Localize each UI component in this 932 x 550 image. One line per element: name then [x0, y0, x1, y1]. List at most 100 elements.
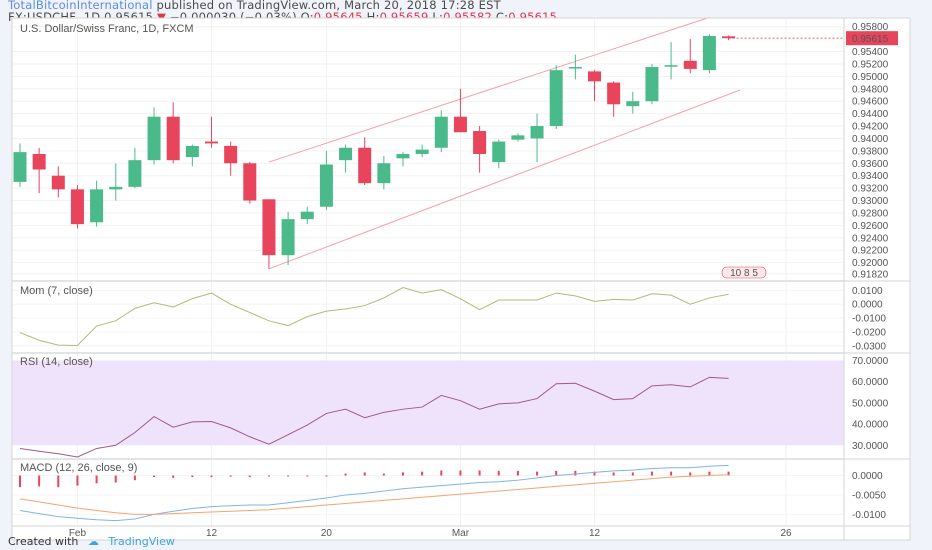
price-tick-label: 0.95000: [852, 72, 889, 83]
macd-hist-bar: [38, 475, 41, 487]
momentum-pane: Mom (7, close): [19, 285, 729, 346]
last-price-label: 0.95615: [852, 34, 889, 45]
macd-hist-bar: [593, 471, 596, 476]
price-tick-label: 0.94600: [852, 97, 889, 108]
price-tick-label: 0.94200: [852, 122, 889, 133]
rsi-band: [12, 360, 844, 446]
rsi-tick-label: 30.0000: [852, 441, 889, 452]
price-pane-title: U.S. Dollar/Swiss Franc, 1D, FXCM: [20, 23, 194, 35]
candle-body: [70, 189, 84, 225]
rsi-pane-title: RSI (14, close): [20, 356, 93, 368]
macd-hist-bar: [287, 475, 290, 477]
macd-hist-bar: [76, 475, 79, 486]
last-price-badge: [846, 31, 898, 46]
mom-pane-bg: [12, 282, 844, 352]
channel-upper-line: [268, 16, 710, 163]
candle-body: [415, 149, 429, 154]
mom-tick-label: -0.0200: [852, 327, 886, 338]
macd-hist-bar: [153, 475, 156, 478]
rsi-tick-label: 50.0000: [852, 398, 889, 409]
macd-hist-bar: [670, 471, 673, 476]
publish-line: TotalBitcoinInternational published on T…: [8, 0, 501, 12]
candle-body: [358, 147, 372, 184]
macd-hist-bar: [229, 475, 232, 477]
macd-hist-bar: [306, 475, 309, 477]
macd-hist-bar: [689, 472, 692, 476]
candle-body: [109, 186, 123, 190]
macd-hist-bar: [248, 475, 251, 478]
macd-tick-label: -0.0050: [852, 490, 886, 501]
macd-hist-bar: [402, 472, 404, 476]
mom-tick-label: -0.0100: [852, 314, 886, 325]
candle-body: [492, 141, 506, 163]
candle-body: [319, 164, 333, 207]
price-tick-label: 0.92600: [852, 221, 889, 232]
footer: Created with ☁ TradingView: [8, 535, 175, 548]
macd-hist-bar: [95, 475, 98, 484]
price-tick-label: 0.95800: [852, 22, 889, 33]
macd-tick-label: -0.0100: [852, 510, 886, 521]
mom-tick-label: -0.0300: [852, 341, 886, 352]
candle-body: [645, 67, 659, 102]
price-tick-label: 0.93600: [852, 159, 889, 170]
macd-hist-bar: [478, 470, 481, 476]
candle-body: [511, 135, 525, 140]
mom-tick-label: 0.0100: [852, 286, 883, 297]
macd-hist-bar: [497, 470, 500, 476]
macd-tick-label: 0.0000: [852, 471, 883, 482]
macd-hist-bar: [133, 475, 136, 481]
candle-body: [607, 82, 621, 105]
price-tick-label: 0.95200: [852, 59, 889, 70]
price-tick-label: 0.91820: [852, 269, 889, 280]
macd-hist-bar: [650, 471, 653, 476]
price-tick-label: 0.92000: [852, 258, 889, 269]
tradingview-brand[interactable]: TradingView: [108, 535, 175, 548]
candle-body: [243, 163, 257, 201]
x-tick-label: 12: [589, 528, 601, 539]
macd-hist-bar: [57, 475, 60, 488]
macd-hist-bar: [708, 471, 711, 476]
candle-body: [549, 70, 563, 127]
macd-hist-bar: [191, 475, 194, 478]
macd-hist-bar: [555, 470, 558, 476]
down-arrow-icon: ▼: [157, 10, 167, 24]
rsi-tick-label: 60.0000: [852, 377, 889, 388]
candle-body: [722, 36, 736, 39]
candle-body: [377, 163, 391, 184]
price-tick-label: 0.95400: [852, 47, 889, 58]
macd-hist-bar: [574, 470, 577, 476]
macd-hist-bar: [459, 470, 462, 476]
price-tick-label: 0.92200: [852, 246, 889, 257]
x-tick-label: 26: [780, 528, 792, 539]
price-scale-bg: [844, 18, 910, 526]
candle-body: [339, 147, 353, 161]
events-badge: [721, 266, 767, 279]
rsi-tick-label: 40.0000: [852, 420, 889, 431]
signal-line: [19, 474, 729, 515]
author-link[interactable]: TotalBitcoinInternational: [8, 0, 153, 12]
candle-body: [588, 71, 601, 82]
price-tick-label: 0.93800: [852, 146, 889, 157]
candle-body: [51, 175, 65, 190]
macd-hist-bar: [631, 472, 634, 476]
chart-border: [11, 17, 911, 541]
rsi-line: [19, 376, 729, 458]
macd-hist-bar: [727, 471, 730, 476]
tradingview-logo-icon: ☁: [87, 535, 99, 548]
candle-body: [453, 116, 467, 133]
publish-text: published on TradingView.com, March 20, …: [152, 0, 501, 12]
price-tick-label: 0.94000: [852, 134, 889, 145]
macd-pane: MACD (12, 26, close, 9): [19, 462, 730, 522]
macd-hist-bar: [516, 470, 519, 476]
macd-hist-bar: [536, 471, 539, 476]
candle-body: [626, 101, 640, 107]
channel-lower-line: [268, 89, 741, 270]
candle-body: [281, 219, 295, 256]
x-tick-label: 12: [206, 528, 218, 539]
price-tick-label: 0.92400: [852, 233, 889, 244]
candle-body: [702, 36, 716, 71]
candle-body: [90, 189, 104, 223]
x-tick-label: Feb: [69, 528, 87, 539]
